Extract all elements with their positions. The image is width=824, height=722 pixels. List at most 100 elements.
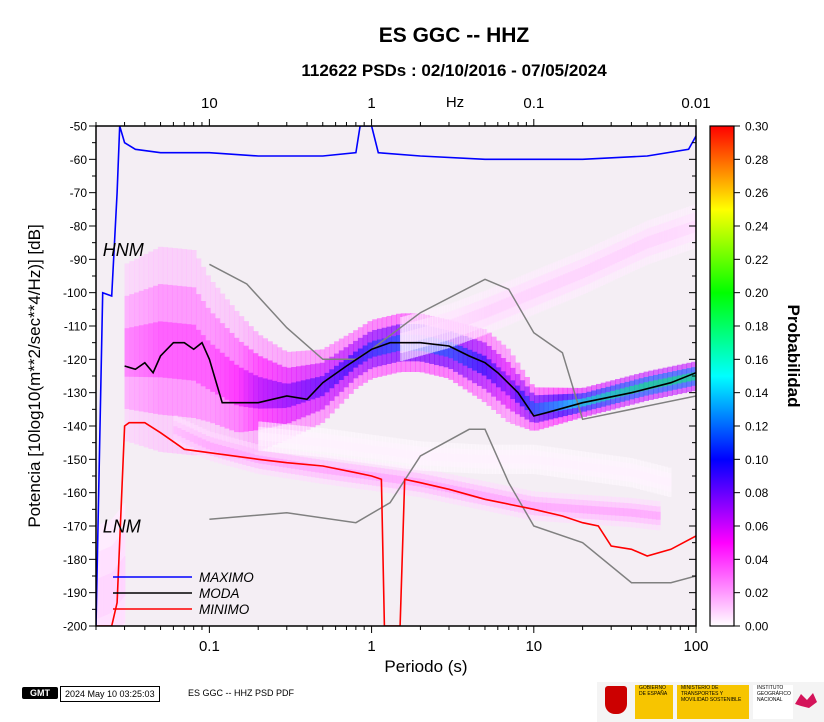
density-cell [543, 456, 548, 465]
density-cell [585, 264, 589, 277]
density-cell [471, 454, 476, 463]
density-cell [424, 326, 428, 339]
density-cell [557, 458, 562, 467]
density-cell [655, 511, 661, 520]
density-cell [299, 436, 304, 445]
density-cell [307, 463, 312, 472]
density-cell [376, 472, 381, 481]
series-line-minimo [96, 421, 696, 626]
density-cell [571, 460, 576, 469]
density-cell [604, 255, 608, 268]
density-cell [619, 248, 623, 261]
density-cell [410, 330, 414, 343]
density-cell [409, 450, 414, 459]
density-cell [505, 496, 511, 505]
density-cell [498, 300, 502, 313]
density-cell [388, 447, 393, 456]
density-cell [538, 502, 544, 511]
density-cell [562, 274, 566, 287]
density-cell [399, 449, 404, 458]
density-cell [153, 322, 159, 378]
density-cell [542, 502, 548, 511]
density-cell [426, 452, 431, 461]
density-cell [514, 498, 519, 507]
density-cell [509, 497, 515, 506]
density-cell [201, 439, 207, 448]
y-tick-label: -200 [63, 620, 87, 634]
density-cell [622, 467, 627, 476]
density-cell [615, 507, 621, 516]
density-cell [302, 436, 307, 445]
density-cell [564, 459, 569, 468]
series-line-maximo [96, 126, 696, 626]
density-cell [329, 369, 335, 389]
series-line-moda [124, 341, 696, 417]
density-cell [258, 432, 263, 441]
density-cell [286, 460, 292, 469]
density-cell [440, 453, 445, 462]
density-cell [412, 451, 417, 460]
density-cell [526, 500, 531, 509]
density-cell [587, 505, 592, 514]
density-cell [594, 260, 598, 273]
density-cell [453, 485, 458, 494]
density-cell [385, 447, 390, 456]
density-cell [617, 250, 621, 263]
density-cell [518, 292, 522, 305]
density-cell [361, 444, 366, 453]
density-cell [524, 395, 530, 411]
density-cell [509, 455, 514, 464]
density-cell [505, 375, 511, 396]
density-cell [429, 324, 433, 337]
density-cell [595, 463, 600, 472]
density-cell [543, 282, 547, 295]
density-cell [510, 380, 516, 400]
density-cell [496, 301, 500, 314]
density-cell [603, 506, 608, 515]
density-cell [295, 461, 300, 470]
density-cell [639, 239, 643, 252]
density-cell [265, 432, 270, 441]
density-cell [534, 403, 540, 415]
density-cell [477, 490, 483, 499]
density-cell [540, 283, 544, 296]
density-cell [442, 321, 446, 334]
density-cell [315, 464, 320, 473]
colorbar-tick-label: 0.26 [745, 186, 769, 200]
density-cell [412, 329, 416, 342]
density-cell [553, 458, 558, 467]
density-cell [400, 476, 406, 485]
density-cell [656, 233, 660, 246]
density-cell [454, 317, 458, 330]
density-cell [404, 476, 410, 485]
density-cell [550, 503, 556, 512]
density-cell [678, 225, 682, 238]
density-cell [305, 379, 311, 401]
density-cell [382, 446, 387, 455]
density-cell [253, 375, 259, 409]
density-cell [651, 511, 657, 520]
density-cell [624, 246, 628, 259]
density-cell [629, 244, 633, 257]
density-cell [474, 310, 478, 323]
density-cell [248, 372, 254, 408]
colorbar-tick-label: 0.16 [745, 353, 769, 367]
density-cell [310, 378, 316, 400]
density-cell [502, 455, 507, 464]
density-cell [498, 455, 503, 464]
y-tick-label: -120 [63, 353, 87, 367]
density-cell [538, 402, 545, 415]
density-cell [449, 319, 453, 332]
density-cell [427, 325, 431, 338]
y-tick-label: -180 [63, 553, 87, 567]
density-cell [414, 328, 419, 341]
density-cell [473, 490, 479, 499]
density-cell [457, 454, 462, 463]
density-cell [643, 382, 649, 391]
density-cell [289, 435, 294, 444]
density-cell [643, 510, 649, 519]
density-cell [143, 324, 149, 378]
density-cell [197, 437, 203, 446]
density-cell [520, 291, 525, 304]
density-cell [634, 384, 640, 393]
